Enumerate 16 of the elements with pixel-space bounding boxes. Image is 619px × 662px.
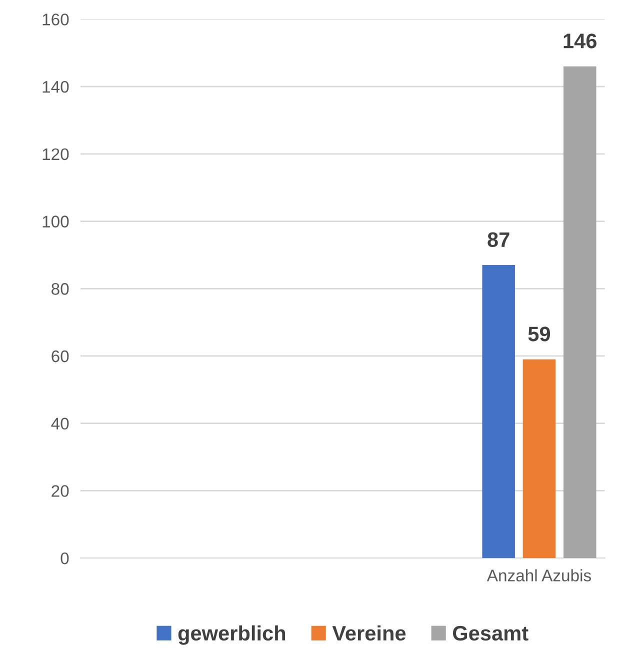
data-label: 59 bbox=[528, 326, 550, 342]
data-label: 146 bbox=[564, 34, 596, 48]
y-tick-label: 160 bbox=[42, 14, 69, 26]
legend-label: Vereine bbox=[332, 625, 406, 641]
y-tick-label: 20 bbox=[52, 485, 69, 497]
legend-label: Gesamt bbox=[452, 626, 528, 641]
legend-label: gewerblich bbox=[178, 625, 286, 645]
y-tick-label: 80 bbox=[52, 283, 69, 295]
y-tick-label: 0 bbox=[60, 552, 69, 564]
y-tick-label: 120 bbox=[42, 148, 69, 160]
y-tick-label: 140 bbox=[42, 80, 69, 93]
y-tick-label: 60 bbox=[52, 350, 69, 362]
y-tick-label: 40 bbox=[51, 418, 69, 430]
x-tick-label: Anzahl Azubis bbox=[486, 569, 591, 582]
data-label: 87 bbox=[488, 232, 510, 248]
y-tick-label: 100 bbox=[42, 216, 69, 228]
